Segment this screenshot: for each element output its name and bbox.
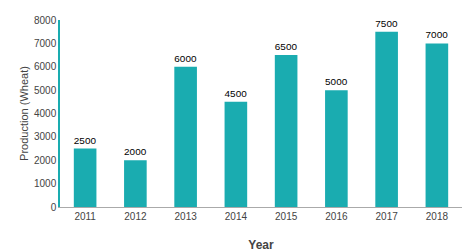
svg-text:2016: 2016	[325, 211, 348, 222]
svg-text:7000: 7000	[426, 29, 449, 40]
svg-text:2000: 2000	[34, 155, 57, 166]
svg-text:2000: 2000	[124, 146, 147, 157]
svg-text:1000: 1000	[34, 178, 57, 189]
svg-text:5000: 5000	[34, 85, 57, 96]
svg-text:2018: 2018	[426, 211, 449, 222]
svg-text:8000: 8000	[34, 15, 57, 26]
svg-text:2012: 2012	[124, 211, 147, 222]
svg-text:3000: 3000	[34, 131, 57, 142]
svg-text:6000: 6000	[34, 61, 57, 72]
svg-text:6000: 6000	[174, 53, 197, 64]
svg-text:2017: 2017	[376, 211, 399, 222]
svg-text:4000: 4000	[34, 108, 57, 119]
svg-text:2014: 2014	[225, 211, 248, 222]
svg-text:6500: 6500	[275, 41, 298, 52]
svg-text:2013: 2013	[175, 211, 198, 222]
svg-text:2011: 2011	[74, 211, 96, 222]
svg-text:Production (Wheat): Production (Wheat)	[18, 66, 30, 161]
svg-text:7500: 7500	[375, 18, 398, 29]
svg-text:5000: 5000	[325, 76, 348, 87]
svg-text:7000: 7000	[34, 38, 57, 49]
svg-text:2500: 2500	[74, 135, 97, 146]
svg-text:2015: 2015	[275, 211, 298, 222]
svg-text:Year: Year	[248, 238, 274, 252]
svg-text:0: 0	[51, 202, 57, 213]
svg-text:4500: 4500	[225, 88, 248, 99]
